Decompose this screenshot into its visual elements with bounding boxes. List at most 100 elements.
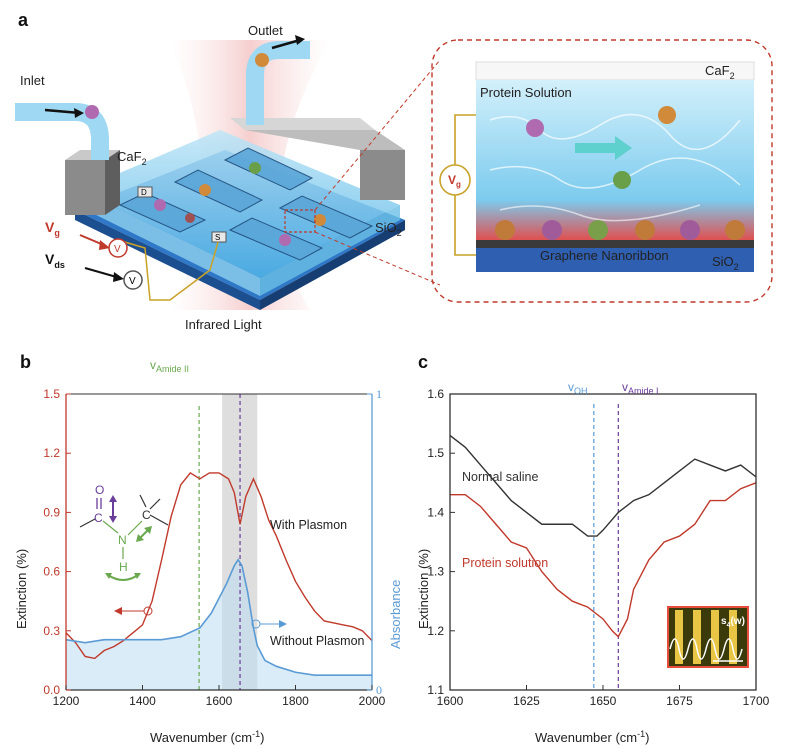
graphene-ribbons (118, 147, 374, 261)
molecule-c2: C (142, 508, 151, 522)
svg-text:s4(w): s4(w) (721, 616, 745, 629)
inset-frame (431, 39, 773, 303)
inset-vg-label: V (448, 173, 456, 187)
panel-b-ytick-label: 1.5 (43, 387, 60, 401)
inset-sio2-layer (476, 248, 754, 272)
without-plasmon-fill (66, 559, 372, 690)
panel-c-xtick-label: 1650 (590, 694, 617, 708)
panel-b-chart: b 0.0 0.3 0.6 0.9 1.2 1.5 1200 1400 1600 1800 2000… (14, 352, 403, 745)
vg-meter-glyph: V (114, 244, 121, 255)
proteins (154, 162, 326, 246)
panel-c-xtick-label: 1675 (666, 694, 693, 708)
svg-text:Vg: Vg (448, 173, 461, 189)
flow-arrow (575, 136, 632, 160)
panel-a-letter: a (18, 10, 29, 30)
svg-text:CaF2: CaF2 (117, 149, 147, 167)
panel-b-ytick-label: 0.9 (43, 505, 60, 519)
panel-c-ytick-label: 1.6 (427, 387, 444, 401)
vamide-label: v (622, 380, 628, 394)
vg-label: V (45, 219, 55, 235)
drain-label: D (141, 188, 147, 197)
drain-electrode (137, 186, 153, 198)
panel-c-xtick-label: 1600 (437, 694, 464, 708)
panel-b-ytick-label: 0.6 (43, 565, 60, 579)
inset-vg-meter (439, 164, 471, 196)
panel-b-ylabel-right: Absorbance (388, 580, 403, 649)
panel-c-ytick-label: 1.1 (427, 683, 444, 697)
panel-c-xlabel: Wavenumber (cm (535, 730, 637, 745)
outlet-arrow (271, 38, 301, 50)
inset-proteins (495, 106, 745, 240)
inlet-label: Inlet (20, 73, 45, 88)
svg-text:vAmide II: vAmide II (150, 358, 189, 374)
without-plasmon-label: Without Plasmon (270, 634, 365, 648)
svg-text:Vg: Vg (45, 219, 60, 238)
normal-saline-label: Normal saline (462, 470, 538, 484)
protein-solution-label: Protein solution (462, 556, 548, 570)
axis-indicator-right (251, 619, 287, 629)
panel-c-xtick-label: 1700 (743, 694, 770, 708)
svg-text:SiO2: SiO2 (712, 254, 739, 272)
axis-indicator-left (114, 606, 153, 616)
panel-b-xtick-label: 1400 (129, 694, 156, 708)
panel-c-letter: c (418, 352, 428, 372)
infrared-label: Infrared Light (185, 317, 262, 332)
near-field-inset: s4(w) (667, 606, 749, 668)
panel-b-xtick-label: 2000 (359, 694, 386, 708)
panel-c-xtick-label: 1625 (513, 694, 540, 708)
molecule-h: H (119, 560, 128, 574)
inlet-arrow (44, 108, 81, 115)
circuit-wires (117, 239, 219, 301)
panel-c-ylabel: Extinction (%) (416, 549, 431, 629)
molecule-n: N (118, 533, 127, 547)
inset-graphene-label: Graphene Nanoribbon (540, 248, 669, 263)
panel-b-ytick-label: 0.0 (43, 683, 60, 697)
panel-b-y2tick-label: 0 (376, 683, 382, 697)
panel-a: a D S V V (15, 10, 773, 332)
protein-solution-line (450, 482, 757, 638)
molecule-c1: C (94, 511, 103, 525)
normal-saline-line (449, 434, 757, 537)
inset-s4-label: s (721, 616, 727, 627)
inset-solution-label: Protein Solution (480, 85, 572, 100)
voh-label: v (568, 380, 574, 394)
panel-c-ytick-label: 1.5 (427, 446, 444, 460)
vds-meter-glyph: V (129, 276, 136, 287)
sio2-label: SiO (375, 220, 397, 235)
panel-c-ytick-label: 1.4 (427, 505, 444, 519)
source-label: S (215, 233, 220, 242)
svg-text:SiO2: SiO2 (375, 220, 402, 238)
svg-text:CaF2: CaF2 (705, 63, 735, 81)
without-plasmon-line (65, 558, 372, 677)
source-electrode (211, 231, 227, 243)
with-plasmon-label: With Plasmon (270, 518, 347, 532)
outlet-label: Outlet (248, 23, 283, 38)
panel-b-xtick-label: 1600 (206, 694, 233, 708)
panel-b-xlabel: Wavenumber (cm (150, 730, 252, 745)
inset-caf2-label: CaF (705, 63, 730, 78)
panel-b-xtick-label: 1200 (53, 694, 80, 708)
panel-b-letter: b (20, 352, 31, 372)
vds-meter (123, 270, 143, 290)
panel-b-y2tick-label: 1 (376, 387, 382, 401)
panel-c-ytick-label: 1.2 (427, 624, 444, 638)
svg-text:Wavenumber (cm-1): Wavenumber (cm-1) (150, 729, 264, 745)
vds-label: V (45, 251, 55, 267)
panel-b-ytick-label: 1.2 (43, 446, 60, 460)
with-plasmon-line (65, 472, 373, 660)
inset-graphene (476, 240, 754, 248)
amide-molecule: O C N C H (79, 483, 169, 581)
molecule-o: O (95, 483, 104, 497)
zoom-region (284, 209, 316, 233)
panel-b-ylabel-left: Extinction (%) (14, 549, 29, 629)
caf2-label: CaF (117, 149, 142, 164)
panel-c-chart: c 1.1 1.2 1.3 1.4 1.5 1.6 1600 1625 1650 1675 1700… (416, 352, 770, 745)
svg-text:Vds: Vds (45, 251, 65, 270)
panel-b-ytick-label: 0.3 (43, 624, 60, 638)
svg-text:vAmide I: vAmide I (622, 380, 659, 396)
panel-b-xtick-label: 1800 (282, 694, 309, 708)
amide-ii-label: v (150, 358, 156, 372)
panel-c-ytick-label: 1.3 (427, 565, 444, 579)
inset-sio2-label: SiO (712, 254, 734, 269)
svg-text:vOH: vOH (568, 380, 588, 396)
